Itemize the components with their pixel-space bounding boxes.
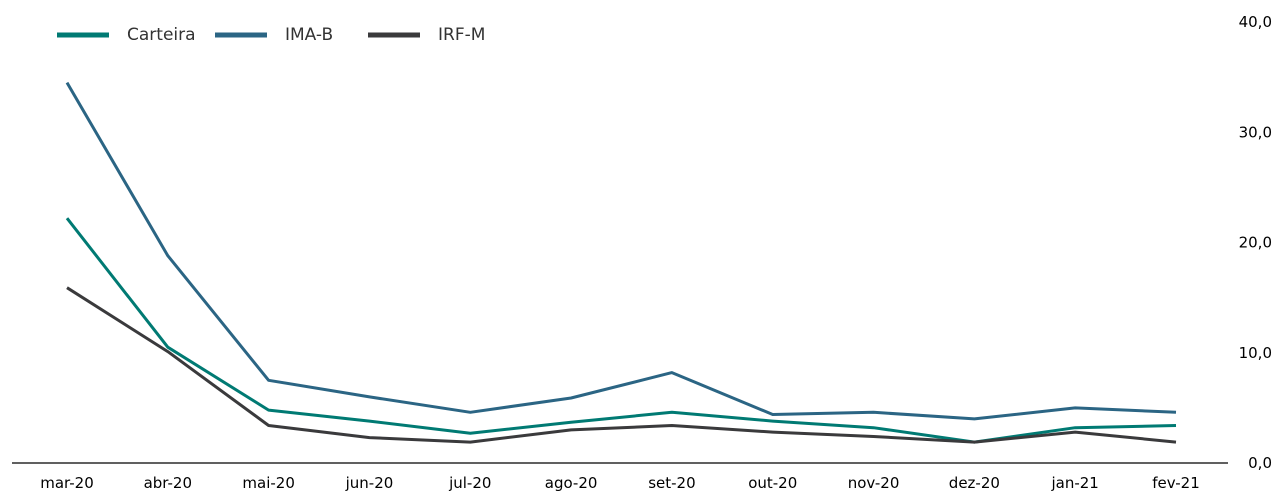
y-tick-label: 30,0 (1239, 123, 1272, 141)
y-axis-ticks: 0,0 10,0 20,0 30,0 40,0 (1239, 13, 1272, 472)
y-tick-label: 40,0 (1239, 13, 1272, 31)
x-tick-label: jan-21 (1050, 474, 1098, 492)
legend-item: IMA-B (215, 25, 333, 45)
x-tick-label: mar-20 (40, 474, 94, 492)
x-tick-label: jun-20 (345, 474, 394, 492)
x-tick-label: ago-20 (545, 474, 598, 492)
x-tick-label: nov-20 (848, 474, 900, 492)
x-tick-label: mai-20 (242, 474, 294, 492)
x-axis-ticks: mar-20 abr-20 mai-20 jun-20 jul-20 ago-20 set-… (40, 474, 1200, 492)
series-line-irf-m (66, 286, 1177, 444)
x-tick-label: jul-20 (448, 474, 491, 492)
legend-item: IRF-M (368, 25, 485, 45)
y-tick-label: 20,0 (1239, 234, 1272, 252)
legend-label: IMA-B (285, 25, 333, 45)
legend-label: IRF-M (438, 25, 485, 45)
y-tick-label: 0,0 (1248, 454, 1272, 472)
x-tick-label: fev-21 (1152, 474, 1199, 492)
legend-label: Carteira (127, 25, 196, 45)
series-lines (65, 81, 1177, 444)
legend-item: Carteira (57, 25, 196, 45)
x-tick-label: dez-20 (949, 474, 1000, 492)
x-tick-label: out-20 (748, 474, 797, 492)
legend: Carteira IMA-B IRF-M (57, 25, 485, 45)
x-tick-label: set-20 (648, 474, 695, 492)
y-tick-label: 10,0 (1239, 344, 1272, 362)
x-tick-label: abr-20 (144, 474, 192, 492)
series-line-carteira (65, 217, 1177, 444)
series-line-ima-b (65, 81, 1177, 421)
